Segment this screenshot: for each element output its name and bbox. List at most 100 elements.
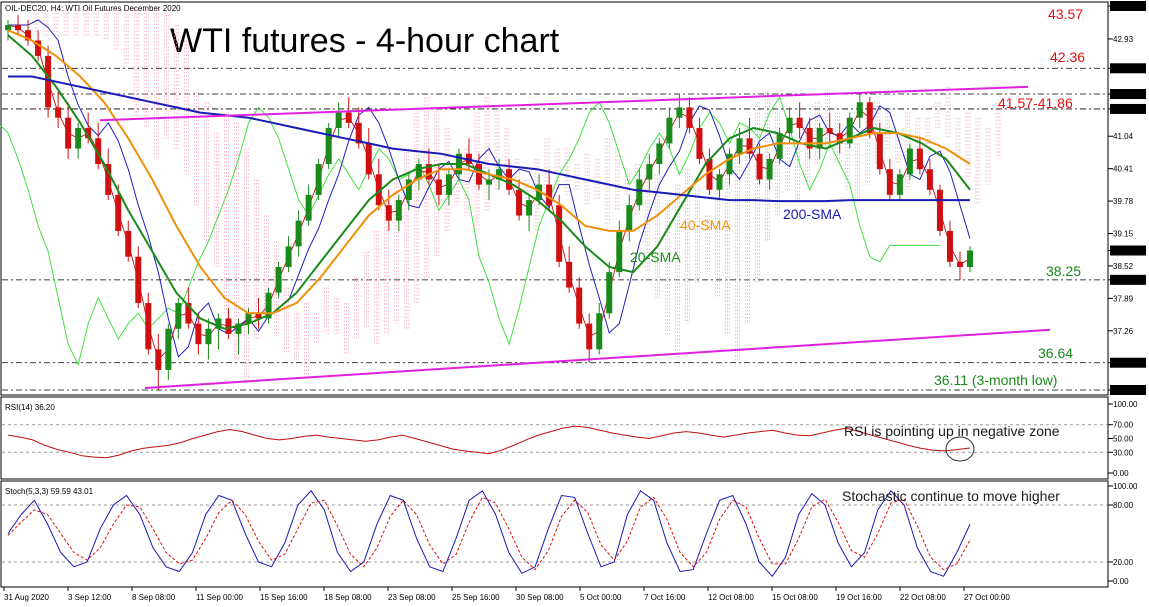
- rsi-path: [7, 425, 971, 459]
- price-tick-box: [1110, 89, 1146, 100]
- candle-body: [776, 133, 783, 159]
- price-tick-label: 38.82: [1113, 247, 1134, 256]
- candle-body: [235, 323, 242, 334]
- time-tick-label: 12 Oct 08:00: [708, 593, 754, 602]
- label-38-25: 38.25: [1046, 263, 1081, 279]
- candle-body: [155, 349, 162, 370]
- price-tick-label: 36.11: [1113, 386, 1133, 395]
- price-axis: 43.57 42.93 42.36 41.86 41.57 41.04 40.41 39.78…: [1108, 1, 1146, 395]
- price-tick-label: 38.25: [1113, 276, 1134, 285]
- rsi-tick-label: 30.00: [1113, 448, 1134, 457]
- candle-body: [125, 230, 132, 257]
- stoch-path-d: [7, 496, 971, 571]
- rsi-tick-label: 50.00: [1113, 435, 1134, 444]
- candle-body: [516, 189, 523, 216]
- candle-body: [756, 153, 763, 180]
- candle-body: [445, 174, 452, 195]
- chart-title: WTI futures - 4-hour chart: [170, 22, 560, 60]
- candle-body: [335, 112, 342, 128]
- stoch-path-k: [7, 490, 971, 578]
- candle-body: [576, 287, 583, 324]
- price-tick-box: [1110, 357, 1146, 368]
- candle-body: [115, 194, 122, 231]
- candle-body: [285, 246, 292, 267]
- stoch-label: Stoch(5,3,3) 59.59 43.01: [5, 487, 94, 496]
- candle-body: [526, 200, 533, 216]
- rsi-highlight-circle: [945, 436, 975, 462]
- candle-body: [896, 174, 903, 195]
- stoch-panel: Stoch(5,3,3) 59.59 43.01 100.00 80.00 20.0…: [0, 480, 1138, 588]
- candle-body: [365, 143, 372, 175]
- candle-body: [876, 133, 883, 170]
- candle-body: [606, 272, 613, 314]
- price-tick-box: [1110, 274, 1146, 285]
- candle-body: [355, 122, 362, 144]
- candle-body: [205, 328, 212, 345]
- candle-body: [486, 179, 492, 185]
- price-tick-label: 41.86: [1113, 90, 1134, 99]
- candle-body: [75, 127, 82, 149]
- price-tick-label: 41.57: [1113, 105, 1134, 114]
- candle-body: [656, 143, 663, 165]
- candle-body: [15, 25, 22, 31]
- price-tick-label: 39.78: [1113, 197, 1134, 206]
- rsi-tick-label: 100.00: [1113, 400, 1138, 409]
- price-tick-box: [1110, 103, 1146, 114]
- label-42-36: 42.36: [1050, 49, 1085, 65]
- rsi-tick-label: 70.00: [1113, 421, 1134, 430]
- candle-body: [556, 205, 563, 262]
- candle-body: [846, 117, 853, 144]
- label-36-64: 36.64: [1038, 345, 1073, 361]
- rsi-label: RSI(14) 36.20: [5, 403, 55, 412]
- candle-body: [135, 256, 142, 304]
- time-tick-label: 27 Oct 00:00: [964, 593, 1010, 602]
- candle-body: [706, 158, 713, 190]
- rsi-panel-frame: [0, 396, 1109, 480]
- candle-body: [967, 250, 973, 267]
- stoch-tick-label: 100.00: [1113, 482, 1138, 491]
- candle-body: [936, 189, 943, 231]
- candle-body: [265, 292, 272, 319]
- time-tick-label: 23 Sep 08:00: [388, 593, 436, 602]
- time-tick-label: 11 Sep 00:00: [196, 593, 244, 602]
- candle-body: [195, 323, 202, 345]
- candle-body: [766, 158, 773, 180]
- candle-body: [375, 174, 382, 206]
- price-tick-label: 37.89: [1113, 294, 1134, 303]
- candle-body: [5, 25, 11, 31]
- upper-channel-line: [99, 85, 1029, 122]
- stoch-tick-label: 0.00: [1113, 577, 1129, 586]
- candle-body: [345, 112, 352, 123]
- candle-body: [866, 102, 873, 134]
- candle-body: [636, 179, 643, 206]
- time-tick-label: 15 Sep 16:00: [260, 593, 308, 602]
- candle-body: [45, 55, 52, 108]
- candle-body: [856, 102, 863, 118]
- price-tick-label: 40.41: [1113, 165, 1134, 174]
- price-tick-label: 38.52: [1113, 262, 1134, 271]
- rsi-tick-label: 0.00: [1113, 469, 1129, 478]
- label-40-sma: 40-SMA: [680, 217, 731, 233]
- price-panel-frame: [0, 1, 1109, 396]
- candle-body: [496, 169, 503, 180]
- rsi-grid: [2, 424, 1107, 453]
- moving-averages: [7, 29, 971, 330]
- candle-body: [596, 313, 603, 350]
- price-panel: OIL-DEC20, H4: WTI Oil Futures December …: [0, 1, 1146, 396]
- rsi-annotation: RSI is pointing up in negative zone: [844, 423, 1060, 439]
- candle-body: [105, 164, 112, 195]
- candle-body: [946, 230, 953, 262]
- price-tick-label: 42.36: [1113, 64, 1134, 73]
- price-tick-label: 36.64: [1113, 359, 1134, 368]
- time-tick-label: 15 Oct 08:00: [772, 593, 818, 602]
- candle-body: [536, 184, 543, 201]
- candle-body: [25, 30, 32, 41]
- candle-body: [435, 179, 442, 195]
- candle-body: [85, 127, 92, 139]
- candle-body: [165, 328, 172, 370]
- candle-body: [626, 205, 633, 231]
- stoch-axis: 100.00 80.00 20.00 0.00: [1108, 482, 1138, 586]
- candle-body: [325, 127, 332, 165]
- candle-body: [95, 138, 102, 165]
- time-tick-label: 25 Sep 16:00: [452, 593, 500, 602]
